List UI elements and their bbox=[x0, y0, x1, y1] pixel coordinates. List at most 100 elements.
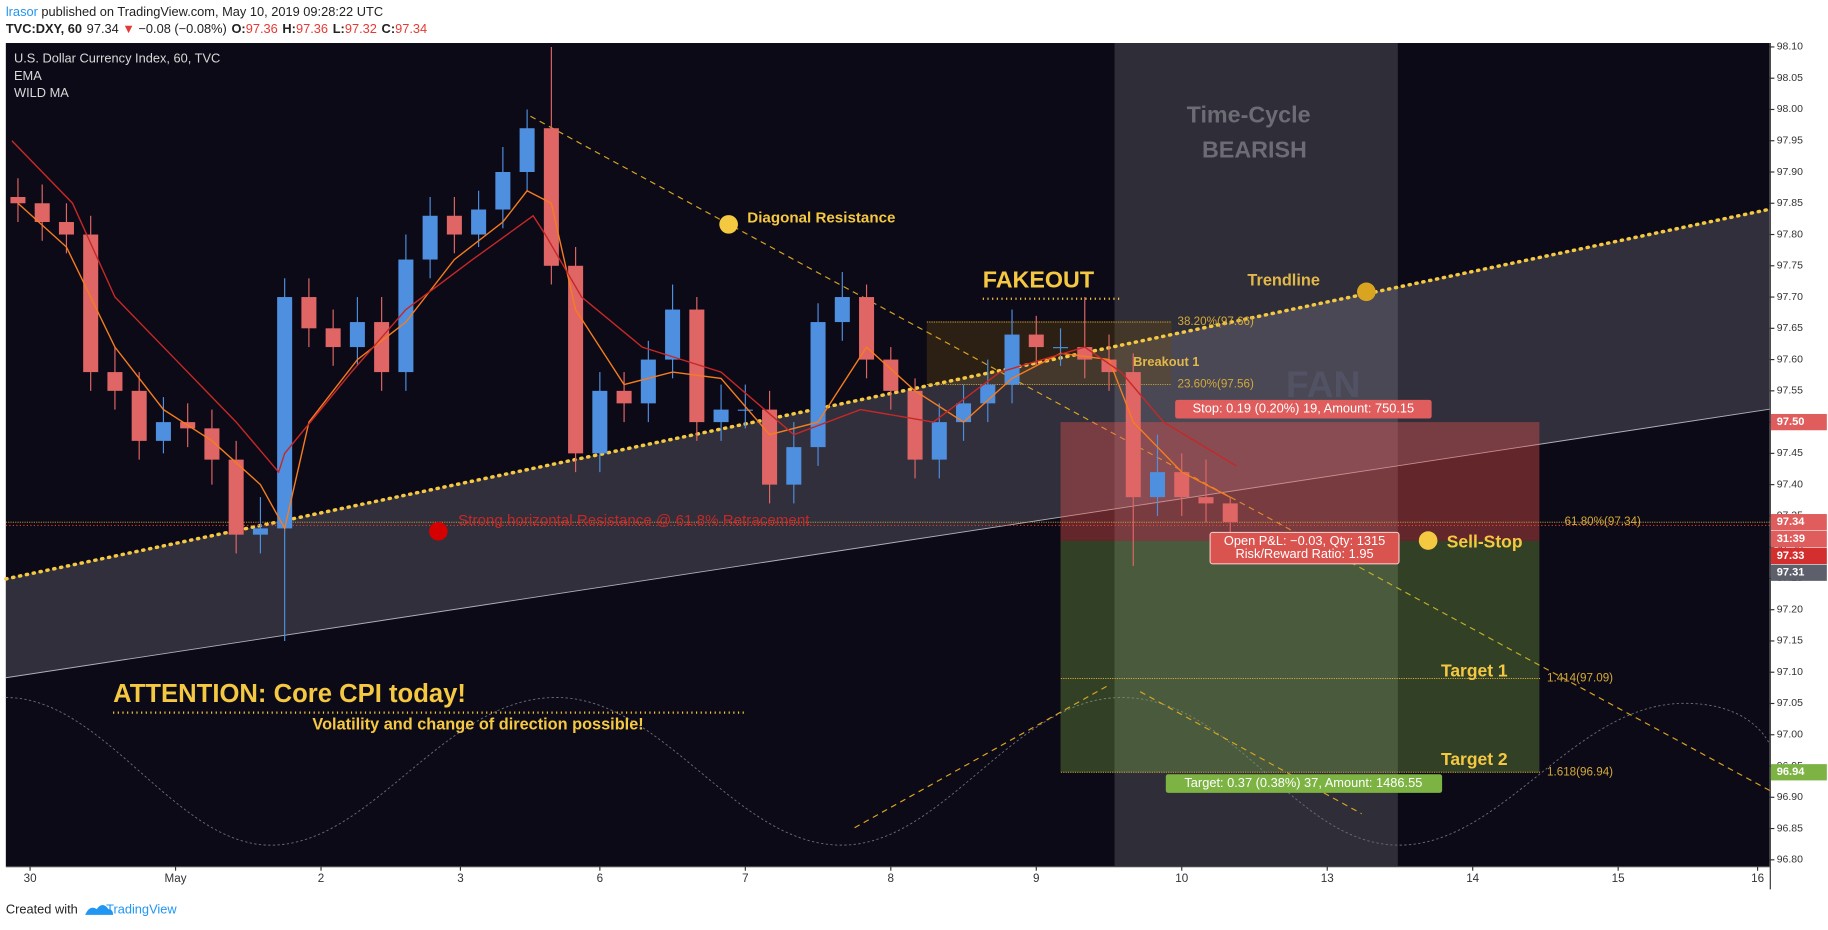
candle-body bbox=[640, 359, 656, 404]
arrow-down bbox=[1139, 691, 1362, 815]
fib-label: 1.618(96.94) bbox=[1547, 765, 1613, 778]
y-tick-label: 97.55 bbox=[1777, 386, 1803, 397]
price-tag-label: 97.50 bbox=[1777, 416, 1805, 428]
rr-label: Risk/Reward Ratio: 1.95 bbox=[1235, 546, 1373, 561]
y-tick-label: 97.10 bbox=[1777, 667, 1803, 678]
candle-body bbox=[786, 447, 802, 485]
price-tag bbox=[1770, 514, 1827, 531]
author[interactable]: lrasor bbox=[6, 4, 39, 19]
candle-body bbox=[131, 390, 147, 441]
candle-body bbox=[1174, 472, 1190, 498]
candle-body bbox=[471, 209, 487, 235]
candle-body bbox=[1053, 347, 1069, 349]
footer-created: Created with bbox=[6, 902, 78, 917]
ohlc-label: H: bbox=[282, 22, 296, 37]
annotation: Breakout 1 bbox=[1133, 354, 1199, 369]
x-tick-label: 2 bbox=[318, 872, 324, 885]
candle-body bbox=[762, 409, 778, 485]
ohlc-label: C: bbox=[382, 22, 396, 37]
x-tick-label: 15 bbox=[1612, 872, 1625, 885]
legend-entry: WILD MA bbox=[14, 85, 69, 100]
candle-body bbox=[834, 297, 850, 323]
arrow-up bbox=[854, 685, 1108, 829]
indicator-line bbox=[17, 189, 1231, 531]
ohlc-value: 97.34 bbox=[395, 22, 427, 37]
trendline bbox=[4, 207, 1772, 581]
ohlc-value: 97.32 bbox=[345, 22, 377, 37]
ohlc-value: 97.36 bbox=[246, 22, 278, 37]
candle-body bbox=[495, 171, 511, 210]
x-tick-label: 7 bbox=[742, 872, 748, 885]
y-tick-label: 96.90 bbox=[1777, 792, 1803, 803]
candle-body bbox=[956, 403, 972, 423]
footer-brand[interactable]: TradingView bbox=[106, 902, 177, 917]
candle-body bbox=[446, 215, 462, 235]
symbol-line: TVC:DXY, 60 97.34 ▼ −0.08 (−0.08%) O:97.36 H:… bbox=[6, 22, 427, 37]
candle-body bbox=[1101, 359, 1117, 373]
x-tick-label: 8 bbox=[888, 872, 894, 885]
x-tick-label: 30 bbox=[24, 872, 37, 885]
candle-body bbox=[737, 409, 753, 411]
candle-body bbox=[616, 390, 632, 404]
ohlc-label: L: bbox=[333, 22, 345, 37]
time-cycle-zone bbox=[1114, 43, 1398, 867]
y-tick-label: 97.70 bbox=[1777, 292, 1803, 303]
price-tag-label: 97.33 bbox=[1777, 550, 1805, 562]
annotation: Strong horizontal Resistance @ 61.8% Ret… bbox=[458, 512, 810, 529]
candle-body bbox=[883, 359, 899, 391]
x-tick-label: 3 bbox=[457, 872, 463, 885]
candle-body bbox=[713, 409, 729, 423]
candle-body bbox=[1125, 372, 1141, 498]
header-line: lrasor published on TradingView.com, May … bbox=[6, 4, 383, 19]
price-tag bbox=[1770, 764, 1827, 781]
y-tick-label: 97.05 bbox=[1777, 698, 1803, 709]
price-tag bbox=[1770, 547, 1827, 565]
stop-label: Stop: 0.19 (0.20%) 19, Amount: 750.15 bbox=[1193, 401, 1415, 416]
annotation: Trendline bbox=[1247, 272, 1319, 290]
chart-title: U.S. Dollar Currency Index, 60, TVC bbox=[14, 51, 220, 66]
y-tick-label: 97.30 bbox=[1777, 542, 1803, 553]
y-tick-label: 98.05 bbox=[1777, 73, 1803, 84]
annotation: Sell-Stop bbox=[1447, 532, 1523, 552]
plot-area bbox=[5, 43, 1770, 867]
y-tick-label: 97.15 bbox=[1777, 636, 1803, 647]
candle-body bbox=[592, 390, 608, 454]
y-tick-label: 97.85 bbox=[1777, 198, 1803, 209]
y-tick-label: 97.45 bbox=[1777, 448, 1803, 459]
candle-body bbox=[398, 259, 414, 373]
annotation: BEARISH bbox=[1202, 136, 1307, 162]
channel-lower bbox=[5, 408, 1770, 679]
y-tick-label: 97.65 bbox=[1777, 323, 1803, 334]
ohlc-value: 97.36 bbox=[296, 22, 328, 37]
y-tick-label: 97.80 bbox=[1777, 229, 1803, 240]
marker-dot bbox=[1418, 531, 1438, 550]
countdown-tag bbox=[1770, 530, 1827, 548]
pnl-label: Open P&L: −0.03, Qty: 1315 bbox=[1224, 533, 1385, 548]
price-tag bbox=[1770, 564, 1827, 581]
candle-body bbox=[810, 322, 826, 448]
arrow: ▼ bbox=[122, 22, 135, 37]
x-tick-label: 13 bbox=[1321, 872, 1334, 885]
candle-body bbox=[931, 422, 947, 460]
candle-body bbox=[374, 322, 390, 373]
candle-body bbox=[422, 215, 438, 260]
candle-body bbox=[1028, 334, 1044, 348]
annotation: Volatility and change of direction possi… bbox=[312, 716, 643, 734]
candle-body bbox=[859, 297, 875, 360]
diagonal-resistance bbox=[530, 115, 1770, 792]
annotation: Diagonal Resistance bbox=[747, 210, 895, 227]
candle-body bbox=[1004, 334, 1020, 385]
y-tick-label: 97.40 bbox=[1777, 479, 1803, 490]
candle-body bbox=[349, 322, 365, 348]
annotation: Target 1 bbox=[1441, 661, 1508, 681]
marker-dot bbox=[429, 521, 448, 541]
candle-body bbox=[1149, 472, 1166, 498]
x-tick-label: May bbox=[165, 872, 187, 885]
annotation: ATTENTION: Core CPI today! bbox=[113, 680, 466, 708]
y-tick-label: 96.80 bbox=[1777, 855, 1803, 866]
y-tick-label: 97.20 bbox=[1777, 604, 1803, 615]
candle-body bbox=[155, 422, 171, 441]
y-tick-label: 97.75 bbox=[1777, 261, 1803, 272]
candle-body bbox=[665, 309, 681, 360]
